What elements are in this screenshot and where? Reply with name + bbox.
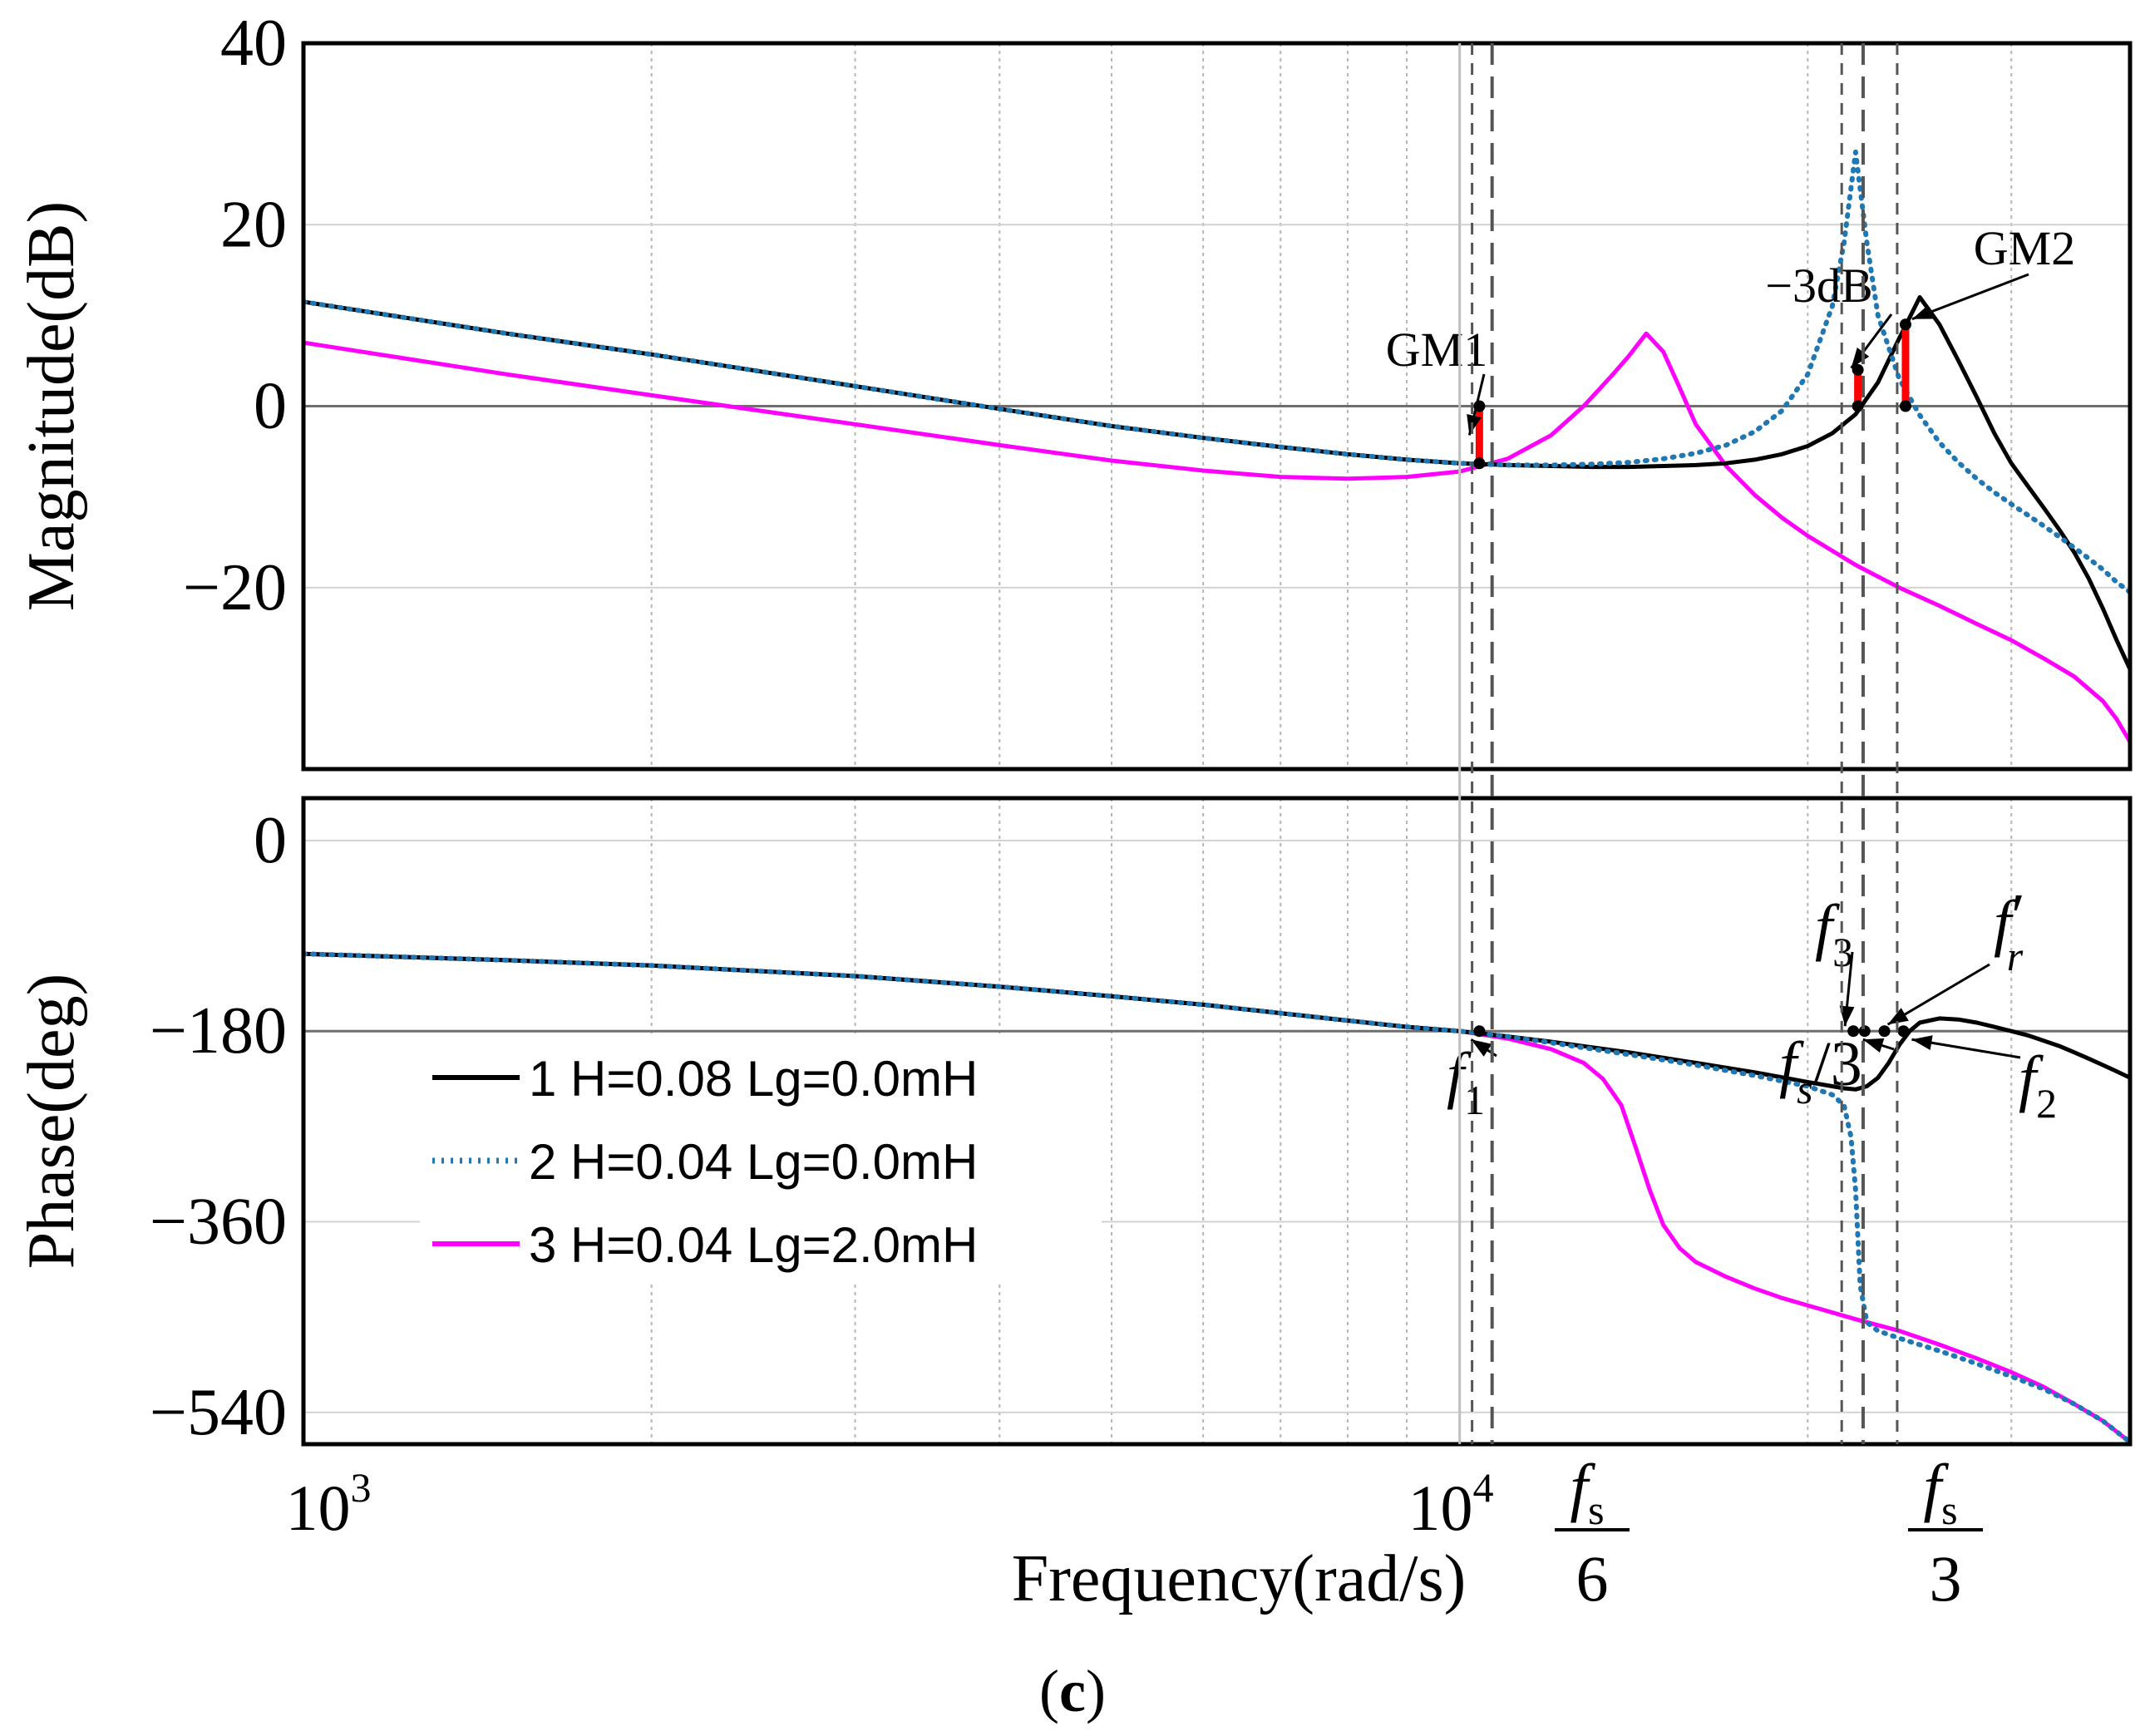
magnitude-y-tick-label: 40: [220, 7, 287, 80]
magnitude-y-ticks: 40 20 0 −20: [183, 7, 287, 624]
legend-label-3: 3 H=0.04 Lg=2.0mH: [529, 1217, 978, 1273]
phase-y-ticks: 0 −180 −360 −540: [150, 804, 287, 1449]
frequency-marker-lines: [1458, 43, 1899, 1444]
fs-over-3-numerator: fs: [1923, 1451, 1957, 1533]
magnitude-y-tick-label: 20: [220, 188, 287, 261]
magnitude-grid: [303, 43, 2130, 769]
marker-arrow-head: [1911, 1035, 1933, 1051]
marker-label-frprime: f′ r: [1994, 881, 2025, 979]
phase-y-tick-label: −540: [150, 1376, 287, 1449]
x-tick-label: 104: [1408, 1464, 1494, 1544]
legend-label-2: 2 H=0.04 Lg=0.0mH: [529, 1134, 978, 1190]
crossing-dot: [1847, 1025, 1860, 1038]
magnitude-y-tick-label: 0: [254, 370, 287, 443]
x-axis-label: Frequency(rad/s): [1012, 1542, 1466, 1615]
figure-label-letter: c: [1059, 1658, 1086, 1724]
marker-arrow-head: [1839, 1005, 1855, 1027]
x-tick-label: 103: [286, 1464, 372, 1544]
gain-margin-dot: [1852, 363, 1864, 376]
magnitude-annotations: GM1 −3dB GM2: [1386, 221, 2075, 470]
crossing-dot: [1897, 1025, 1910, 1038]
phase-series-2-line: [303, 951, 2130, 1444]
magnitude-plot: GM1 −3dB GM2 40 20 0 −20 Magnitude(dB): [15, 7, 2133, 772]
legend-label-1: 1 H=0.08 Lg=0.0mH: [529, 1051, 978, 1107]
gain-margin-dot: [1473, 457, 1486, 470]
phase-y-tick-label: −360: [150, 1186, 287, 1259]
gain-margin-dot: [1899, 400, 1911, 412]
crossing-dot: [1878, 1025, 1891, 1038]
marker-label-fs: fs/3: [1779, 1029, 1862, 1112]
legend-background: [420, 1035, 1102, 1285]
fs-over-6-numerator: fs: [1570, 1451, 1604, 1533]
annotation-gm1: GM1: [1386, 323, 1487, 377]
crossing-dot: [1473, 1025, 1486, 1038]
phase-y-tick-label: −180: [150, 994, 287, 1068]
marker-arrow-head: [1862, 1038, 1885, 1053]
phase-series: [303, 951, 2130, 1444]
magnitude-axes-frame: [301, 41, 2133, 772]
annotation-arrow-head: [1851, 348, 1870, 368]
annotation-arrow-head: [1911, 304, 1934, 319]
figure-label: (c): [1039, 1658, 1106, 1724]
phase-y-label: Phase(deg): [15, 974, 88, 1269]
marker-label-f3: f3: [1815, 892, 1853, 975]
magnitude-series-2-line: [303, 149, 2130, 595]
phase-axes-frame: [301, 796, 2133, 1447]
annotation-3db: −3dB: [1765, 259, 1872, 313]
legend: 1 H=0.08 Lg=0.0mH 2 H=0.04 Lg=0.0mH 3 H=0.…: [420, 1035, 1102, 1285]
gain-margin-dot: [1852, 400, 1864, 412]
marker-arrow-head: [1471, 1039, 1492, 1057]
figure-label-open: (: [1039, 1658, 1059, 1724]
magnitude-y-tick-label: −20: [183, 551, 287, 624]
phase-y-tick-label: 0: [254, 804, 287, 877]
annotation-arrow-head: [1467, 413, 1482, 436]
magnitude-series-3-line: [303, 331, 2130, 744]
fs-over-3-denominator: 3: [1930, 1542, 1962, 1615]
annotation-gm2: GM2: [1974, 221, 2075, 275]
marker-arrow-head: [1887, 1008, 1909, 1025]
figure-label-close: ): [1086, 1658, 1106, 1724]
annotation-arrow: [1911, 273, 2029, 321]
phase-annotations: f1 f3 fs/3 f′r f2: [1447, 881, 2057, 1127]
gain-margin-dot: [1899, 318, 1911, 331]
marker-label-f2: f2: [2019, 1043, 2057, 1127]
magnitude-series: [303, 149, 2130, 744]
marker-label-f1: f1: [1447, 1040, 1485, 1123]
fs-over-6-denominator: 6: [1576, 1542, 1609, 1615]
magnitude-y-label: Magnitude(dB): [15, 201, 88, 611]
